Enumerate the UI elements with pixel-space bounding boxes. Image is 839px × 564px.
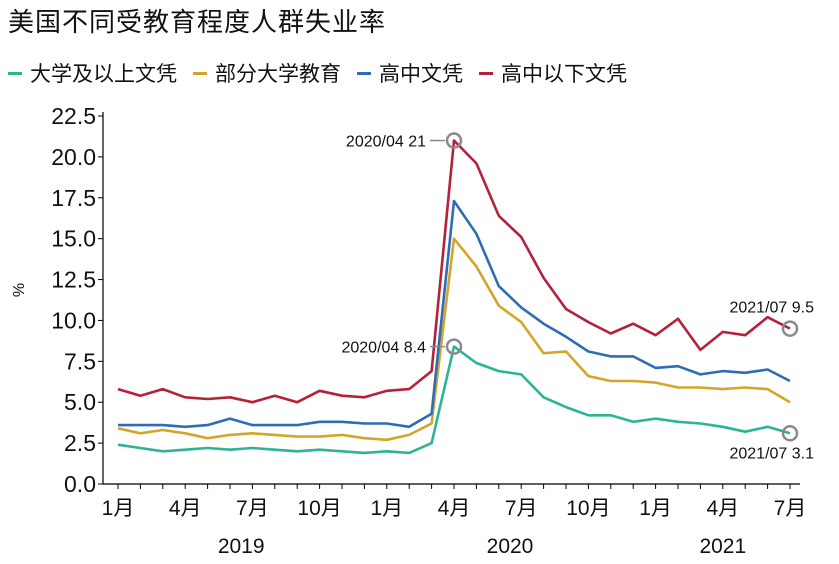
x-tick-label: 10月 <box>566 497 610 520</box>
annotation-marker <box>781 425 799 442</box>
annotation-label: 2020/04 21 <box>346 134 426 151</box>
y-tick-label: 5.0 <box>64 389 96 415</box>
y-tick-label: 12.5 <box>51 267 96 293</box>
legend-swatch <box>479 71 493 75</box>
annotation-marker <box>445 338 463 355</box>
x-year-label: 2021 <box>699 535 746 558</box>
annotation-label: 2021/07 3.1 <box>729 445 814 462</box>
y-tick-label: 15.0 <box>51 226 96 252</box>
series-line <box>117 237 791 442</box>
annotation-label: 2021/07 9.5 <box>729 300 814 317</box>
legend-swatch <box>8 71 22 75</box>
x-tick-label: 4月 <box>438 497 471 520</box>
y-tick-label: 0.0 <box>64 471 96 497</box>
x-tick-label: 7月 <box>505 497 538 520</box>
series-line <box>117 139 791 404</box>
x-tick-label: 4月 <box>169 497 202 520</box>
series-line <box>118 199 791 429</box>
x-tick-label: 1月 <box>102 497 135 520</box>
legend: 大学及以上文凭 部分大学教育 高中文凭 高中以下文凭 <box>8 58 643 88</box>
y-tick-label: 17.5 <box>51 185 96 211</box>
annotation-label: 2020/04 8.4 <box>341 340 426 357</box>
series-line <box>117 345 791 455</box>
legend-item: 部分大学教育 <box>193 58 341 88</box>
annotation-marker <box>781 320 799 337</box>
legend-item: 高中文凭 <box>357 58 463 88</box>
y-tick-label: 7.5 <box>64 348 96 374</box>
legend-item: 大学及以上文凭 <box>8 58 177 88</box>
legend-label: 大学及以上文凭 <box>30 62 177 86</box>
legend-swatch <box>357 71 371 75</box>
legend-swatch <box>193 71 207 75</box>
x-tick-label: 10月 <box>297 497 341 520</box>
y-tick-label: 2.5 <box>64 430 96 456</box>
legend-label: 高中以下文凭 <box>501 62 627 86</box>
x-tick-label: 7月 <box>774 497 807 520</box>
y-tick-label: 22.5 <box>51 103 96 129</box>
x-tick-label: 4月 <box>706 497 739 520</box>
x-year-label: 2019 <box>218 535 265 558</box>
y-axis-label: % <box>11 283 28 297</box>
legend-label: 高中文凭 <box>379 62 463 86</box>
x-tick-label: 1月 <box>639 497 672 520</box>
legend-label: 部分大学教育 <box>215 62 341 86</box>
x-tick-label: 7月 <box>236 497 269 520</box>
annotation-marker <box>445 132 463 149</box>
legend-item: 高中以下文凭 <box>479 58 627 88</box>
y-tick-label: 20.0 <box>51 144 96 170</box>
chart-title: 美国不同受教育程度人群失业率 <box>8 8 387 38</box>
y-tick-label: 10.0 <box>51 307 96 333</box>
x-year-label: 2020 <box>487 535 534 558</box>
x-tick-label: 1月 <box>370 497 403 520</box>
